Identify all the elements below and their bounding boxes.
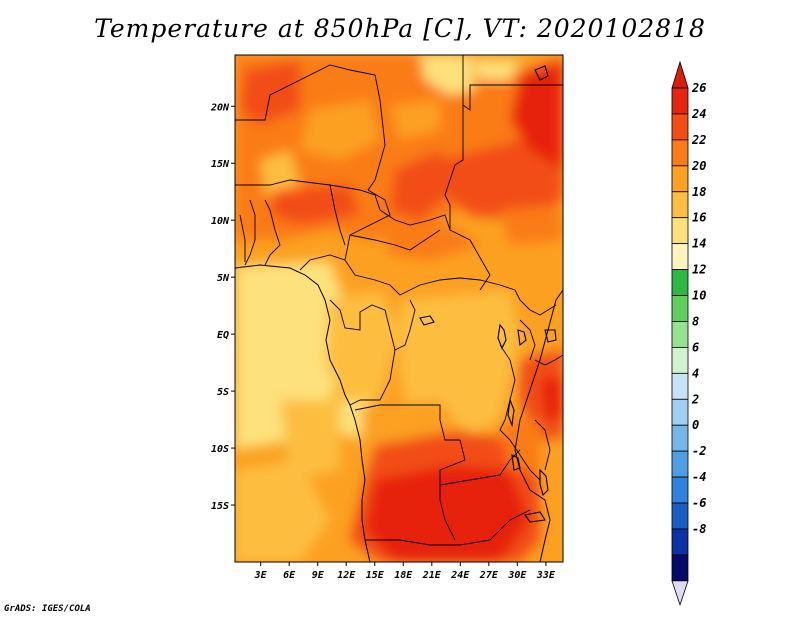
colorbar-swatch: [671, 113, 689, 141]
lon-tick-label: 15E: [366, 570, 385, 581]
longitude-axis: 3E 6E 9E 12E 15E 18E 21E 24E 27E 30E 33E: [254, 562, 556, 581]
colorbar-swatch: [671, 191, 689, 219]
colorbar-swatch: [671, 372, 689, 400]
lon-tick-label: 24E: [450, 570, 470, 581]
colorbar-swatch: [671, 217, 689, 245]
colorbar-swatch: [671, 502, 689, 530]
lat-tick-label: 5S: [217, 387, 229, 398]
grads-credit: GrADS: IGES/COLA: [4, 604, 91, 614]
colorbar-swatch: [671, 398, 689, 426]
colorbar-label: -4: [692, 470, 706, 484]
colorbar-label: 4: [692, 366, 699, 380]
colorbar-swatch: [671, 295, 689, 322]
colorbar-label: 10: [692, 289, 706, 303]
colorbar-swatch: [671, 243, 689, 270]
lat-tick-label: 5N: [217, 273, 230, 284]
lon-tick-label: 6E: [283, 570, 296, 581]
colorbar-swatch: [671, 346, 689, 374]
colorbar-swatch: [671, 424, 689, 452]
colorbar-label: 12: [692, 263, 706, 277]
colorbar-label: 22: [691, 133, 706, 147]
colorbar-swatch: [671, 139, 689, 167]
lon-tick-label: 12E: [337, 570, 356, 581]
lat-tick-label: 15N: [211, 159, 230, 170]
colorbar-label: 0: [692, 418, 699, 432]
colorbar-label: 2: [691, 392, 699, 406]
colorbar-label: 18: [692, 185, 706, 199]
colorbar-under-triangle: [671, 580, 689, 607]
colorbar-label: 14: [692, 237, 706, 251]
colorbar-swatch: [671, 321, 689, 348]
lon-tick-label: 9E: [312, 570, 325, 581]
colorbar-label: 20: [691, 159, 706, 173]
colorbar-swatch: [671, 450, 689, 478]
colorbar-label: 16: [692, 211, 706, 225]
colorbar-swatch: [671, 554, 689, 582]
lat-tick-label: EQ: [217, 330, 229, 341]
lon-tick-label: 3E: [254, 570, 268, 581]
colorbar-label: -2: [692, 444, 706, 458]
lon-tick-label: 27E: [479, 570, 499, 581]
colorbar-swatch: [671, 87, 689, 115]
temperature-field: [235, 55, 563, 562]
map-frame: [234, 54, 564, 563]
colorbar-label: 6: [692, 340, 699, 354]
colorbar-swatch: [671, 165, 689, 193]
colorbar-over-triangle: [671, 60, 689, 89]
colorbar-label: 8: [692, 314, 699, 328]
colorbar-label: -6: [692, 496, 706, 510]
lon-tick-label: 18E: [394, 570, 413, 581]
lat-tick-label: 10N: [211, 216, 230, 227]
colorbar-label: -8: [692, 522, 706, 536]
map-title: Temperature at 850hPa [C], VT: 202010281…: [94, 14, 706, 43]
lon-tick-label: 33E: [536, 570, 556, 581]
colorbar-swatch: [671, 269, 689, 296]
colorbar-label: 24: [691, 107, 706, 121]
lat-tick-label: 10S: [211, 444, 229, 455]
colorbar-label: 26: [691, 81, 706, 95]
colorbar-swatch: [671, 528, 689, 556]
lon-tick-label: 30E: [507, 570, 527, 581]
colorbar-swatch: [671, 476, 689, 504]
lat-tick-label: 15S: [211, 501, 229, 512]
latitude-axis: 20N 15N 10N 5N EQ 5S 10S 15S: [210, 102, 235, 512]
lat-tick-label: 20N: [210, 102, 230, 113]
lon-tick-label: 21E: [422, 570, 442, 581]
